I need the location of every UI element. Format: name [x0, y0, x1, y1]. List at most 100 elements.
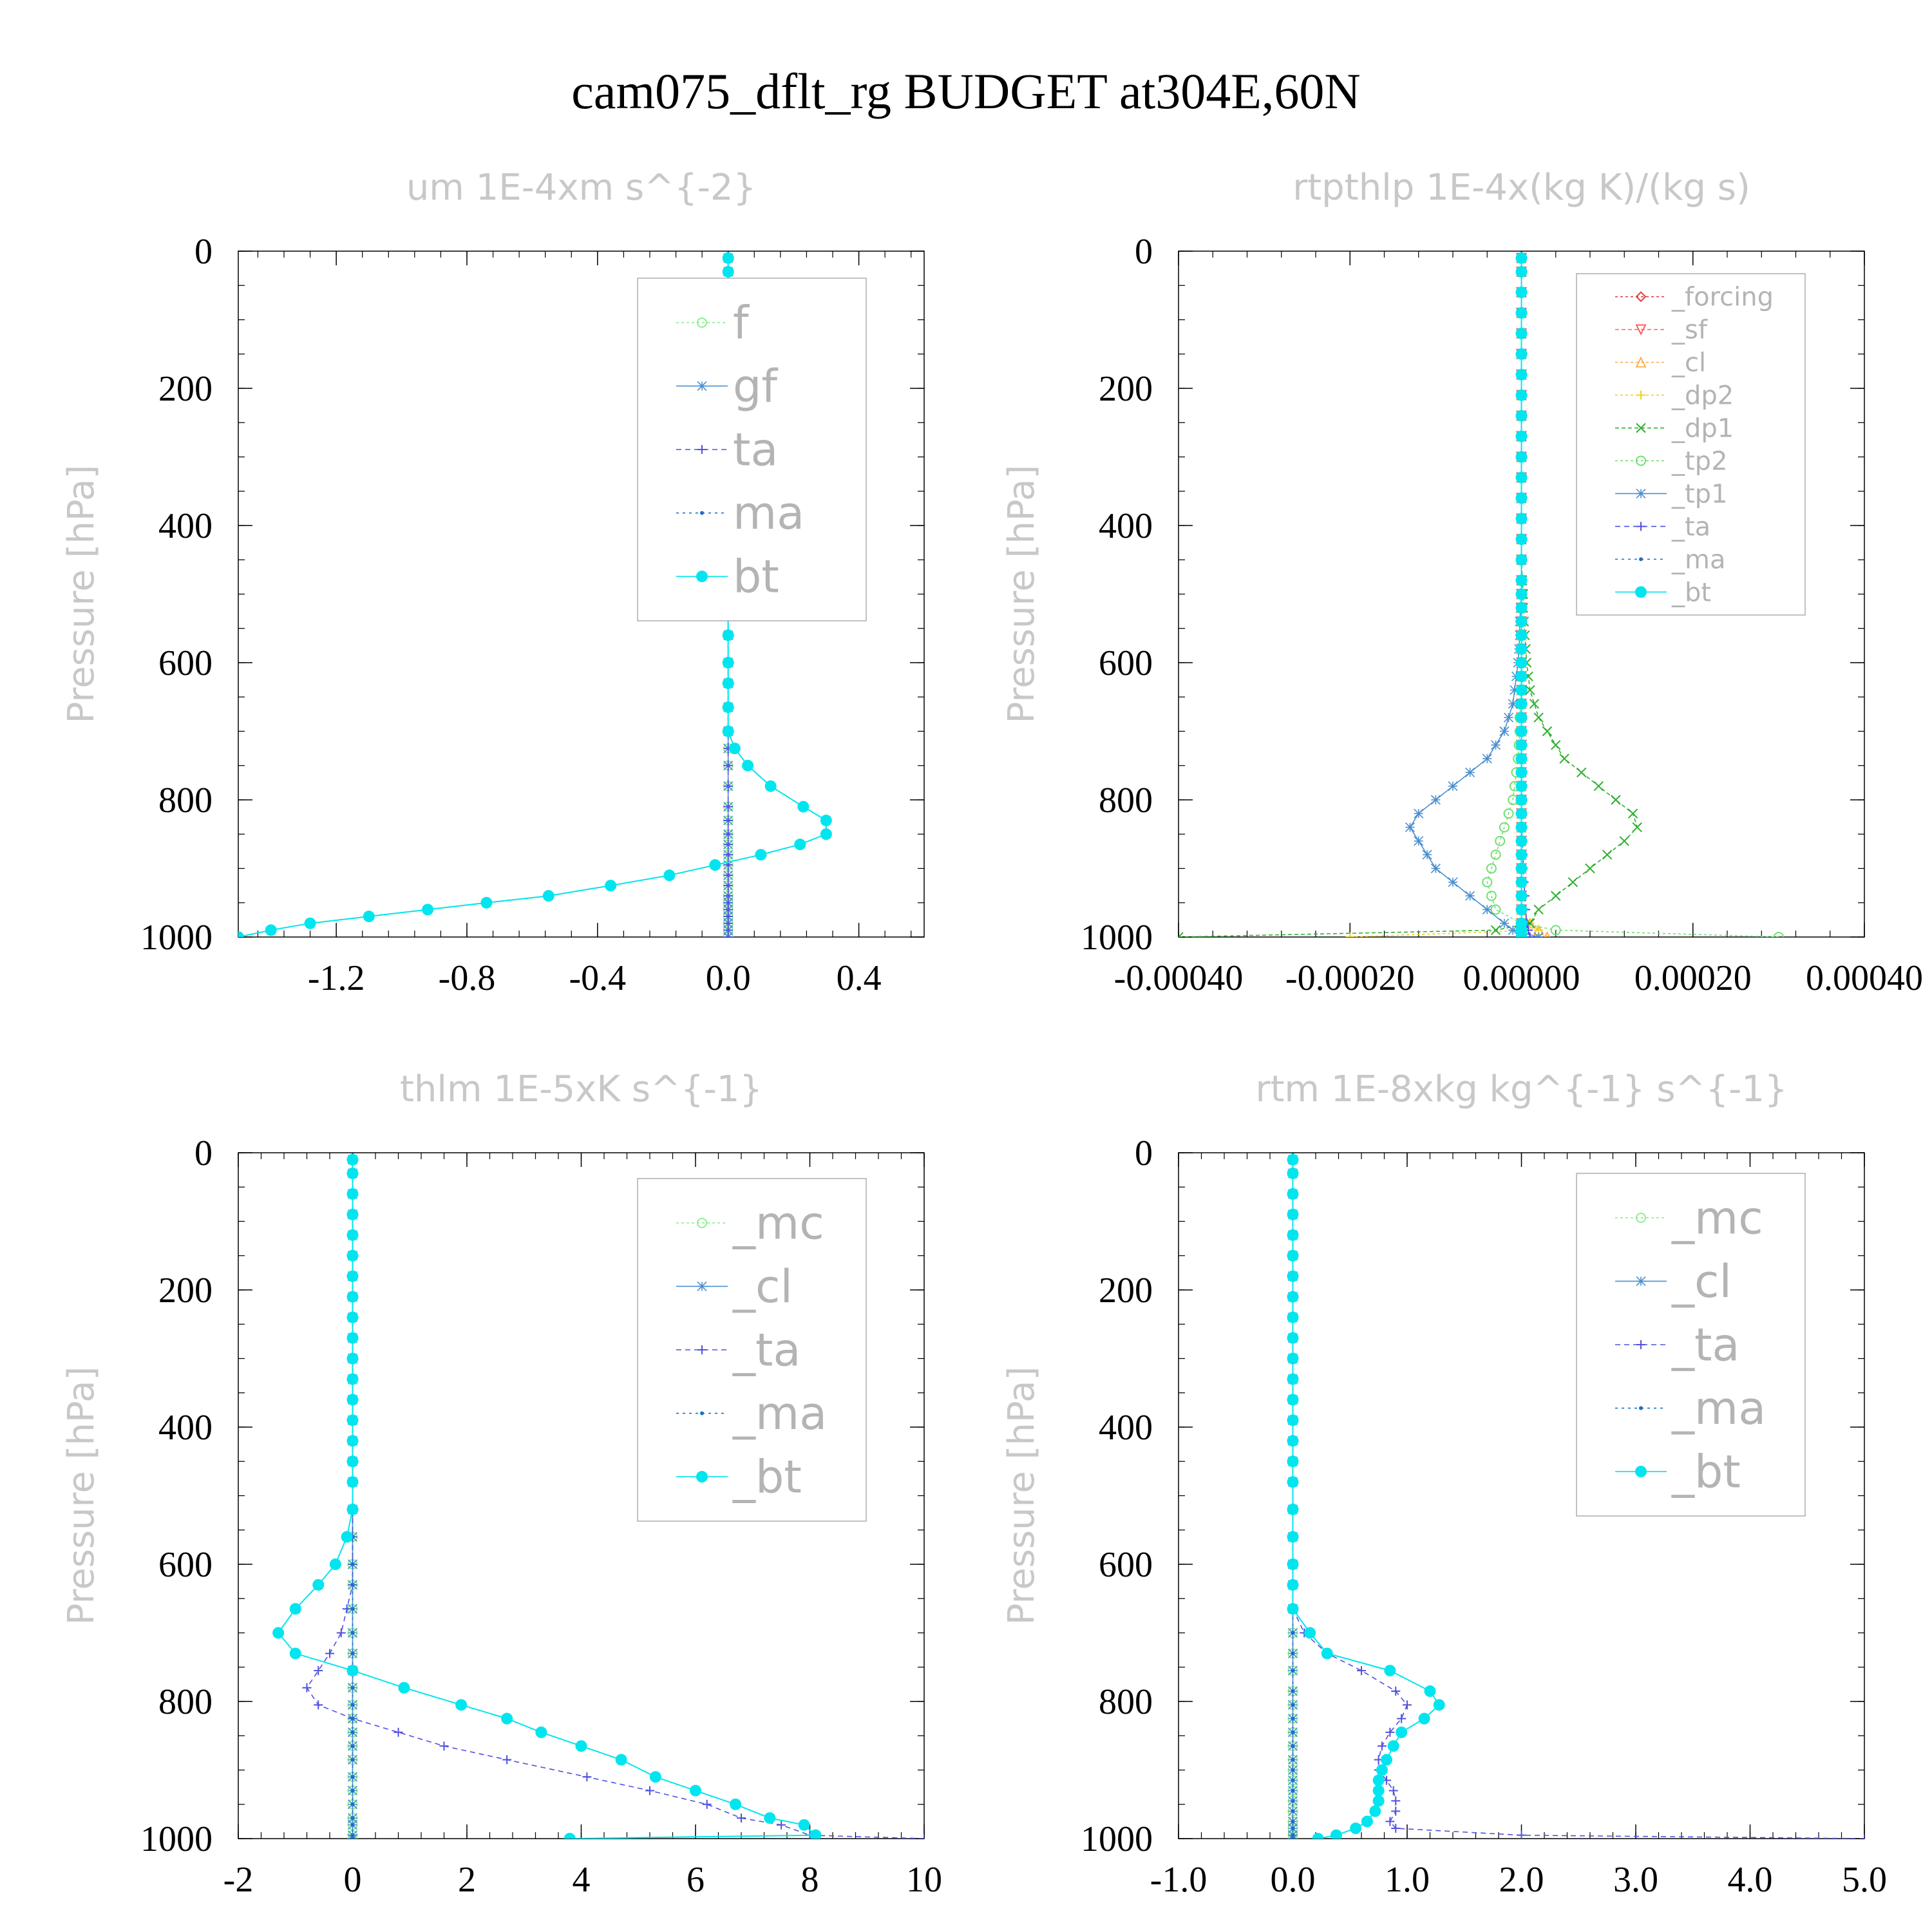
data-point-ta [723, 871, 733, 880]
legend-label: _mc [732, 1197, 824, 1249]
series-group [1287, 1153, 1864, 1839]
data-point-_tp2 [1490, 904, 1501, 915]
x-tick-label: 2.0 [1499, 1860, 1544, 1900]
data-point-_bt [1376, 1764, 1388, 1776]
legend-label: _forcing [1671, 283, 1774, 312]
y-tick-label: 200 [1099, 1271, 1153, 1311]
data-point-_bt [1515, 265, 1528, 278]
data-point-_ma [1291, 1631, 1295, 1635]
x-tick-label: 8 [801, 1860, 819, 1900]
data-point-_ta [1391, 1824, 1401, 1833]
data-point-_bt [1515, 389, 1528, 401]
x-tick-label: 4 [573, 1860, 591, 1900]
data-point-_ta [737, 1814, 746, 1823]
data-point-_ta [302, 1683, 312, 1692]
data-point-_ma [1291, 1837, 1295, 1839]
data-point-_bt [346, 1503, 359, 1515]
data-point-_ma [350, 1631, 355, 1635]
legend-box [637, 1178, 867, 1522]
y-tick-label: 400 [158, 1408, 213, 1448]
data-point-_bt [1515, 670, 1528, 683]
data-point-bt [363, 911, 375, 923]
data-point-_ta [439, 1741, 449, 1751]
legend-marker-_tp1 [1636, 488, 1646, 499]
data-point-bt [709, 859, 721, 871]
data-point-_bt [1287, 1249, 1299, 1262]
data-point-_bt [398, 1681, 410, 1694]
data-point-_dp1 [1559, 753, 1569, 764]
data-point-_bt [1515, 348, 1528, 360]
data-point-_bt [1287, 1531, 1299, 1543]
data-point-_bt [1515, 410, 1528, 422]
data-point-_dp1 [1567, 877, 1578, 887]
y-tick-label: 600 [158, 643, 213, 683]
data-point-_ma [1291, 1788, 1295, 1793]
data-point-bt [722, 725, 734, 737]
data-point-_bt [346, 1665, 359, 1677]
data-point-ta [723, 815, 733, 825]
series-line-_dp2 [1350, 258, 1540, 937]
data-point-_bt [1515, 601, 1528, 614]
legend-label: _bt [1671, 578, 1711, 607]
data-point-_bt [289, 1647, 301, 1660]
data-point-ta [723, 802, 733, 811]
x-tick-label: 3.0 [1613, 1860, 1658, 1900]
data-point-_bt [1515, 286, 1528, 298]
data-point-_bt [1515, 697, 1528, 710]
data-point-_tp1 [1430, 863, 1441, 874]
y-tick-label: 0 [1135, 232, 1153, 272]
data-point-_bt [1515, 766, 1528, 779]
data-point-_tp1 [1499, 918, 1510, 929]
data-point-bt [728, 743, 741, 755]
data-point-_tp1 [1465, 767, 1475, 777]
data-point-bt [722, 629, 734, 641]
y-tick-label: 0 [1135, 1133, 1153, 1173]
data-point-bt [722, 677, 734, 689]
data-point-_ma [1291, 1689, 1295, 1694]
data-point-_bt [1515, 643, 1528, 655]
legend-label: ta [733, 424, 778, 477]
data-point-ta [723, 881, 733, 891]
x-tick-label: -1.2 [308, 958, 365, 998]
data-point-bt [542, 890, 554, 902]
data-point-_tp2 [1499, 822, 1510, 833]
data-point-_bt [1350, 1823, 1362, 1835]
data-point-_bt [1515, 657, 1528, 668]
data-point-_ma [1291, 1716, 1295, 1721]
data-point-_bt [1515, 574, 1528, 587]
y-tick-label: 200 [1099, 369, 1153, 409]
data-point-_bt [1369, 1805, 1381, 1817]
data-point-_bt [346, 1414, 359, 1426]
data-point-_ta [342, 1604, 352, 1614]
x-tick-label: -1.0 [1150, 1860, 1208, 1900]
data-point-_ma [350, 1730, 355, 1734]
data-point-_ma [350, 1757, 355, 1762]
data-point-_ma [1291, 1730, 1295, 1734]
chart-panel-2: rtpthlp 1E-4x(kg K)/(kg s) Pressure [hPa]… [1001, 167, 1923, 998]
data-point-_bt [1515, 890, 1528, 902]
data-point-_tp1 [1414, 808, 1424, 819]
data-point-_bt [810, 1829, 822, 1839]
data-point-_bt [346, 1208, 359, 1220]
data-point-_ma [1291, 1757, 1295, 1762]
x-tick-label: -0.00020 [1285, 958, 1415, 998]
data-point-_bt [1515, 725, 1528, 737]
legend-label: gf [733, 360, 778, 413]
data-point-_dp1 [1632, 822, 1642, 833]
data-point-_bt [1287, 1503, 1299, 1515]
data-point-_ta [702, 1799, 712, 1809]
legend-label: _cl [732, 1260, 793, 1313]
data-point-_tp2 [1482, 876, 1493, 887]
legend-label: _bt [1671, 1446, 1741, 1499]
data-point-_bt [1287, 1455, 1299, 1468]
legend-label: _cl [1671, 1255, 1732, 1308]
data-point-_bt [535, 1726, 547, 1738]
data-point-_ma [350, 1837, 355, 1839]
data-point-_ma [1291, 1768, 1295, 1772]
data-point-_bt [1515, 430, 1528, 442]
x-tick-label: 0.4 [837, 958, 882, 998]
data-point-_dp1 [1490, 925, 1501, 936]
data-point-_bt [1312, 1833, 1324, 1839]
data-point-_ta [1391, 1796, 1401, 1806]
